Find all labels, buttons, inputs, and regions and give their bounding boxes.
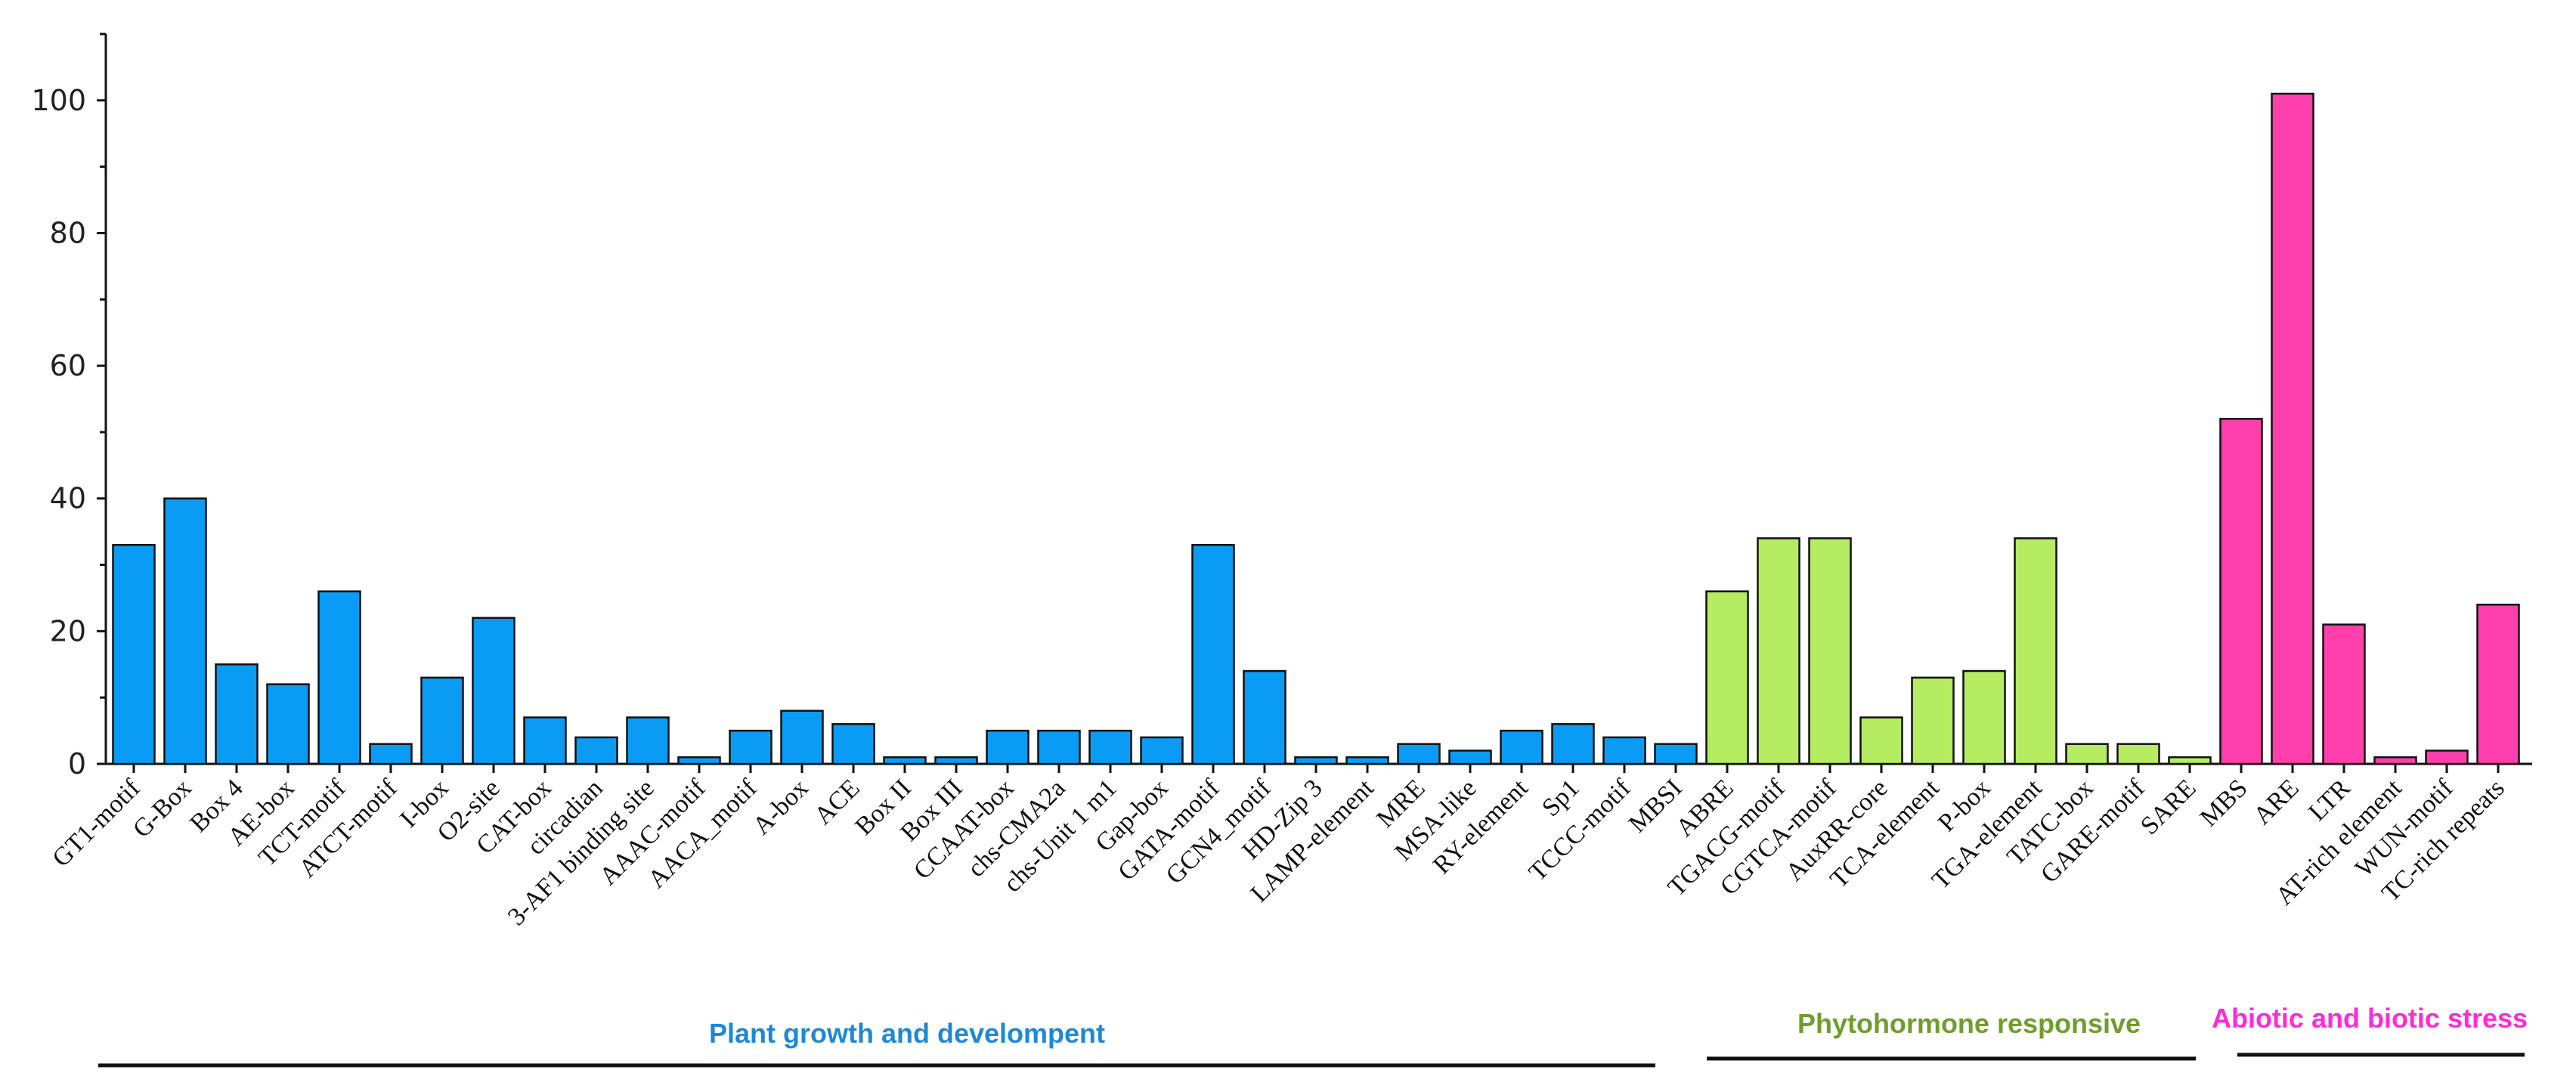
bar-gap-box: [1140, 736, 1184, 765]
bar-cat-box: [523, 716, 567, 765]
group-label-phytohormone-responsive: Phytohormone responsive: [1797, 1008, 2141, 1039]
bar-g-box: [163, 497, 207, 765]
group-label-abiotic-and-biotic-stress: Abiotic and biotic stress: [2212, 1003, 2528, 1034]
bar-aaca-motif: [729, 729, 772, 765]
x-tick-label-are: ARE: [2248, 774, 2304, 830]
bar-lamp-element: [1345, 756, 1389, 765]
y-axis: 0 20 40 60 80 100: [31, 32, 107, 781]
x-tick-label-sare: SARE: [2135, 774, 2202, 840]
bar-mbs: [2219, 418, 2263, 765]
bar-hd-zip-3: [1294, 756, 1338, 765]
bar-gt1-motif: [112, 543, 156, 765]
bar-3-af1-binding-site: [626, 716, 670, 765]
bar-ltr: [2322, 623, 2366, 765]
bar-o2-site: [472, 617, 516, 765]
bar-sare: [2168, 756, 2212, 765]
bar-msa-like: [1448, 750, 1492, 765]
bar-ae-box: [266, 683, 310, 765]
bar-ry-element: [1500, 729, 1543, 765]
x-tick-label-a-box: A-box: [748, 774, 814, 840]
bar-tga-element: [2014, 537, 2057, 765]
bar-box-4: [215, 663, 259, 765]
y-tick-label: 40: [50, 482, 86, 515]
x-tick-label-mbs: MBS: [2195, 774, 2253, 832]
x-tick-label-g-box: G-Box: [128, 774, 197, 843]
bar-tatc-box: [2065, 743, 2109, 765]
y-tick-label: 60: [50, 349, 86, 382]
bar-tca-element: [1911, 676, 1955, 765]
bar-tct-motif: [317, 590, 361, 765]
bar-aaac-motif: [677, 756, 721, 765]
bar-circadian: [574, 736, 618, 765]
bar-tgacg-motif: [1757, 537, 1800, 765]
bar-atct-motif: [369, 743, 413, 765]
bar-gcn4-motif: [1243, 669, 1286, 765]
y-tick-label: 80: [50, 216, 86, 249]
bar-box-ii: [883, 756, 927, 765]
bar-ccaat-box: [986, 729, 1029, 765]
bar-chs-cma2a: [1037, 729, 1081, 765]
bar-mbsi: [1654, 743, 1698, 765]
bar-mre: [1397, 743, 1441, 765]
y-tick-label: 100: [31, 84, 86, 117]
y-tick-label: 20: [50, 614, 86, 648]
bar-cgtca-motif: [1808, 537, 1852, 765]
bar-chs-unit-1-m1: [1088, 729, 1132, 765]
bar-sp1: [1551, 723, 1595, 765]
x-axis: [106, 762, 2532, 773]
bar-abre: [1705, 590, 1749, 765]
y-tick-label: 0: [68, 747, 86, 781]
bar-are: [2271, 92, 2314, 765]
group-label-plant-growth-and-develompent: Plant growth and develompent: [709, 1018, 1105, 1049]
bars: [112, 92, 2520, 765]
bar-box-iii: [934, 756, 978, 765]
bar-at-rich-element: [2373, 756, 2417, 765]
bar-p-box: [1962, 669, 2006, 765]
bar-a-box: [780, 709, 824, 765]
bar-tc-rich-repeats: [2476, 603, 2520, 765]
bar-gata-motif: [1191, 543, 1235, 765]
group-annotations: Plant growth and develompent Phytohormone…: [98, 1003, 2528, 1068]
bar-tccc-motif: [1602, 736, 1646, 765]
bar-i-box: [420, 676, 464, 765]
bar-wun-motif: [2425, 750, 2469, 765]
bar-auxrr-core: [1859, 716, 1903, 765]
bar-ace: [831, 723, 875, 765]
bar-gare-motif: [2116, 743, 2160, 765]
